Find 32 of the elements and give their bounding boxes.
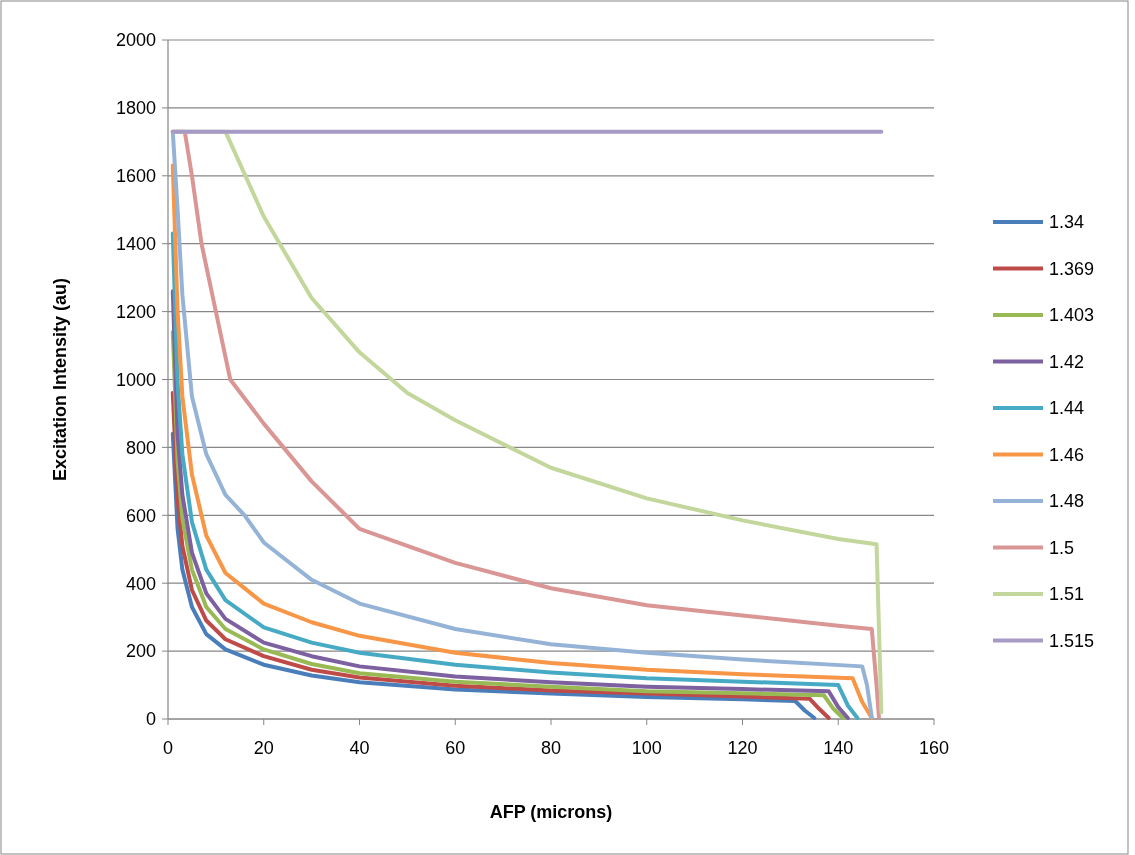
y-tick-label: 200 [125,641,156,662]
y-tick-label: 1600 [115,166,156,187]
y-tick-label: 1800 [115,98,156,119]
legend-label: 1.48 [1049,491,1085,512]
x-tick-label: 120 [727,738,758,758]
y-tick-label: 1200 [115,301,156,322]
y-tick-label: 600 [125,505,156,526]
y-tick-label: 400 [125,573,156,594]
legend-label: 1.46 [1049,444,1085,465]
y-tick-label: 2000 [115,30,156,51]
y-tick-label: 0 [145,709,156,730]
x-tick-label: 0 [162,738,174,758]
y-tick-label: 800 [125,437,156,458]
x-tick-label: 60 [445,738,466,758]
y-tick-label: 1400 [115,234,156,254]
legend-label: 1.42 [1049,351,1085,372]
legend-label: 1.403 [1049,305,1095,326]
x-tick-label: 80 [540,738,562,758]
x-tick-label: 20 [253,738,274,758]
legend-label: 1.515 [1049,630,1095,651]
legend-label: 1.44 [1049,398,1085,419]
y-tick-label: 1000 [115,369,156,390]
legend-label: 1.369 [1049,258,1095,279]
x-tick-label: 160 [918,738,950,758]
x-tick-label: 40 [349,738,370,758]
legend-label: 1.5 [1049,537,1075,558]
legend-label: 1.34 [1049,212,1085,233]
x-axis-title: AFP (microns) [489,802,613,822]
legend-label: 1.51 [1049,584,1085,605]
y-axis-title: Excitation Intensity (au) [50,277,70,482]
x-tick-label: 140 [823,738,854,758]
x-tick-label: 100 [631,738,662,758]
